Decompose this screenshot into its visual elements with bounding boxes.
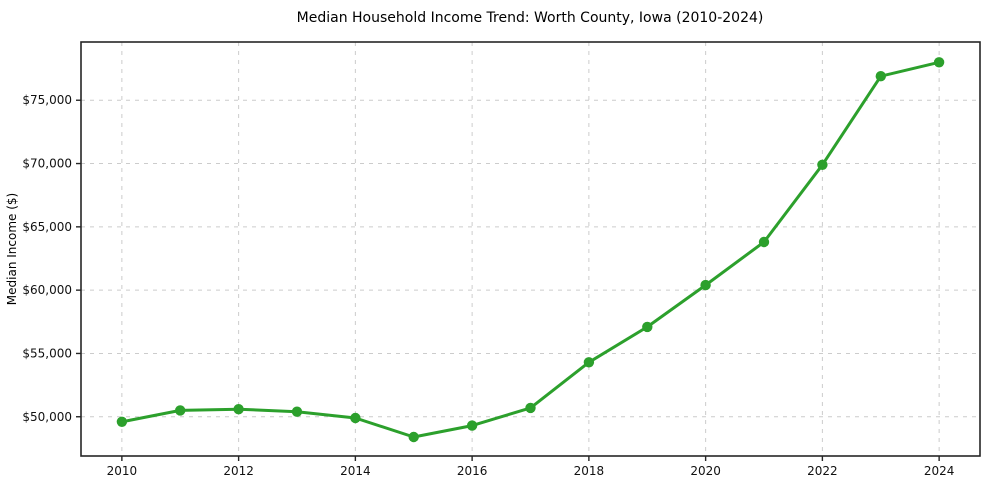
x-tick-label: 2018 <box>574 464 605 478</box>
data-point-2014 <box>350 412 361 424</box>
data-point-2010 <box>116 416 128 427</box>
y-tick-label: $70,000 <box>22 157 72 171</box>
x-tick-label: 2014 <box>340 464 371 478</box>
x-tick-label: 2024 <box>924 464 955 478</box>
data-point-2012 <box>233 404 244 415</box>
chart-title: Median Household Income Trend: Worth Cou… <box>297 10 764 26</box>
data-point-2019 <box>642 321 653 333</box>
data-point-2021 <box>758 236 770 248</box>
y-tick-label: $60,000 <box>22 283 72 297</box>
x-tick-label: 2016 <box>457 464 488 478</box>
y-axis-label: Median Income ($) <box>5 193 19 305</box>
data-point-2024 <box>933 57 945 68</box>
y-tick-label: $50,000 <box>22 410 72 424</box>
x-tick-label: 2022 <box>807 464 838 478</box>
data-point-2017 <box>525 402 536 414</box>
data-point-2018 <box>583 357 595 368</box>
series-layer <box>116 57 945 443</box>
x-tick-label: 2010 <box>107 464 138 478</box>
data-point-2016 <box>466 420 478 431</box>
grid-layer <box>81 42 980 456</box>
data-point-2013 <box>291 406 303 417</box>
x-tick-label: 2012 <box>223 464 254 478</box>
axis-layer: $50,000 $55,000 $60,000 $65,000 $70,000 $75,0… <box>22 41 981 478</box>
data-point-2023 <box>875 71 886 82</box>
y-tick-label: $55,000 <box>22 346 72 360</box>
data-point-2022 <box>817 159 828 170</box>
income-line-series <box>120 60 941 439</box>
x-tick-label: 2020 <box>690 464 721 478</box>
plot-border <box>80 41 981 457</box>
y-tick-label: $75,000 <box>22 93 72 107</box>
data-point-2015 <box>408 431 419 443</box>
y-tick-label: $65,000 <box>22 220 72 234</box>
data-point-2020 <box>700 279 711 291</box>
data-point-2011 <box>175 405 186 416</box>
